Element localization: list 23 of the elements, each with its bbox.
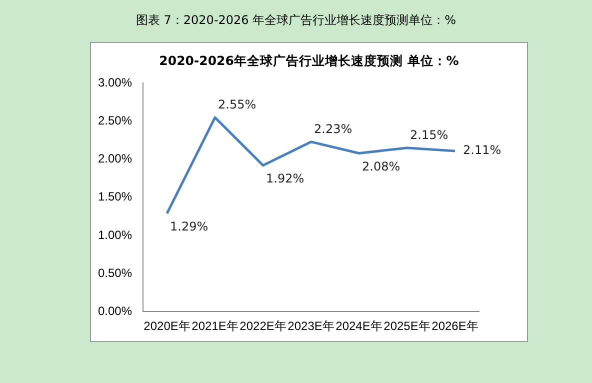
x-tick-label: 2025E年 — [384, 319, 430, 334]
y-tick-label: 0.00% — [98, 304, 132, 318]
y-tick-label: 1.00% — [98, 228, 132, 242]
data-label: 1.29% — [170, 220, 208, 234]
y-tick-label: 3.00% — [98, 76, 132, 90]
data-label: 2.23% — [314, 122, 352, 136]
chart-title: 图表 7：2020-2026 年全球广告行业增长速度预测单位：% — [134, 12, 458, 29]
y-tick-label: 2.50% — [98, 114, 132, 128]
data-label: 1.92% — [266, 172, 304, 186]
x-tick-label: 2023E年 — [288, 319, 334, 334]
y-tick-label: 0.50% — [98, 266, 132, 280]
x-tick-label: 2024E年 — [336, 319, 382, 334]
x-tick-label: 2022E年 — [240, 319, 286, 334]
x-tick-label: 2021E年 — [192, 319, 238, 334]
y-tick-label: 2.00% — [98, 152, 132, 166]
data-label: 2.08% — [362, 159, 400, 174]
x-tick-label: 2020E年 — [144, 319, 190, 334]
data-label: 2.15% — [410, 128, 448, 142]
data-label: 2.55% — [218, 98, 256, 112]
chart-subtitle: 2020-2026年全球广告行业增长速度预测 单位：% — [158, 53, 460, 70]
data-label: 2.11% — [463, 143, 502, 158]
y-tick-label: 1.50% — [98, 190, 132, 204]
x-tick-label: 2026E年 — [432, 319, 478, 334]
